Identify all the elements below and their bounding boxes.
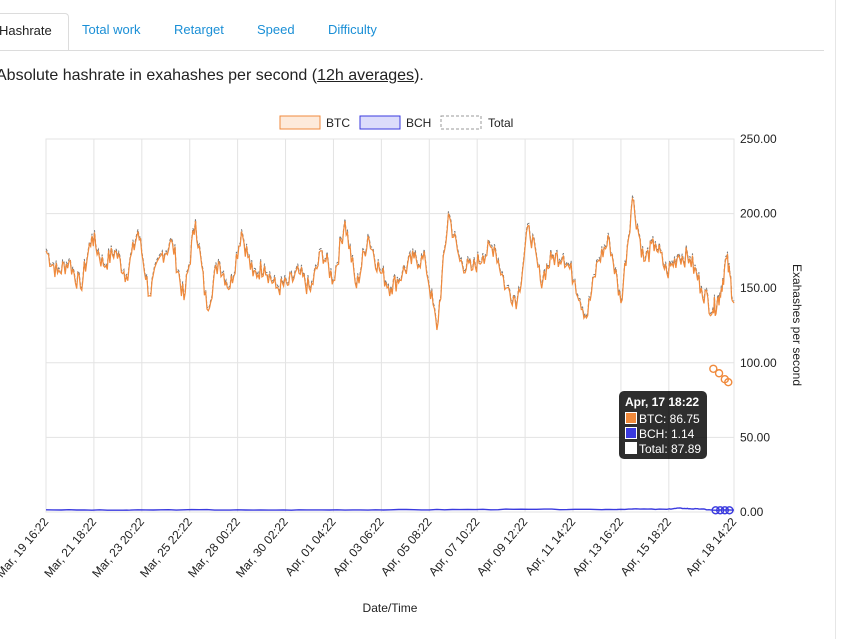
tooltip-row-total: Total: 87.89 [625, 442, 701, 457]
tooltip-row-btc: BTC: 86.75 [625, 412, 701, 427]
btc-hover-marker [714, 369, 724, 378]
legend-btc-swatch [279, 115, 321, 130]
bch-hover-marker [720, 506, 730, 515]
y-axis-label: Exahashes per second [790, 264, 804, 386]
x-tick-label: Apr, 18 14:22 [683, 515, 740, 579]
tooltip-total-swatch [625, 442, 637, 454]
tab-hashrate[interactable]: Hashrate [0, 13, 69, 51]
tab-retarget[interactable]: Retarget [174, 22, 224, 37]
y-tick-label: 50.00 [740, 430, 770, 444]
bch-hover-marker [711, 506, 720, 515]
averages-link[interactable]: 12h averages [317, 67, 415, 84]
tab-speed[interactable]: Speed [257, 22, 295, 37]
tab-bar: Hashrate Total work Retarget Speed Diffi… [0, 0, 824, 51]
legend-bch-swatch [359, 115, 401, 130]
tab-total-work[interactable]: Total work [82, 22, 141, 37]
legend-total-swatch [440, 115, 482, 130]
btc-hover-marker [709, 364, 718, 373]
y-tick-label: 200.00 [740, 207, 777, 221]
btc-hover-marker [724, 377, 733, 387]
chart-description: Absolute hashrate in exahashes per secon… [0, 67, 424, 85]
description-suffix: ). [414, 67, 424, 84]
tab-divider [0, 50, 824, 51]
y-tick-label: 0.00 [740, 505, 764, 519]
tooltip-bch-value: BCH: 1.14 [639, 427, 695, 441]
legend-btc-label: BTC [326, 116, 350, 130]
chart-series [45, 194, 735, 515]
legend-bch-label: BCH [406, 116, 431, 130]
tooltip-bch-swatch [625, 427, 637, 439]
bch-hover-marker [725, 506, 734, 515]
content-edge-divider [835, 0, 836, 639]
bch-hover-marker [716, 506, 725, 515]
series-line-btc [45, 196, 735, 331]
description-text: Absolute hashrate in exahashes per secon… [0, 67, 318, 84]
tooltip-total-value: Total: 87.89 [639, 442, 702, 456]
y-tick-label: 150.00 [740, 281, 777, 295]
tooltip-btc-value: BTC: 86.75 [639, 412, 700, 426]
x-axis-label: Date/Time [363, 601, 418, 615]
series-line-bch [45, 507, 734, 512]
tooltip-row-bch: BCH: 1.14 [625, 427, 701, 442]
legend-total-label: Total [488, 116, 513, 130]
y-tick-label: 100.00 [740, 356, 777, 370]
chart-legend: BTC BCH Total [279, 115, 513, 130]
x-tick-label: Apr, 15 18:22 [618, 515, 675, 579]
tooltip-title: Apr, 17 18:22 [625, 395, 700, 409]
hover-tooltip: Apr, 17 18:22 BTC: 86.75 BCH: 1.14 Total… [619, 391, 707, 459]
tab-difficulty[interactable]: Difficulty [328, 22, 377, 37]
y-tick-label: 250.00 [740, 132, 777, 146]
tooltip-btc-swatch [625, 412, 637, 424]
